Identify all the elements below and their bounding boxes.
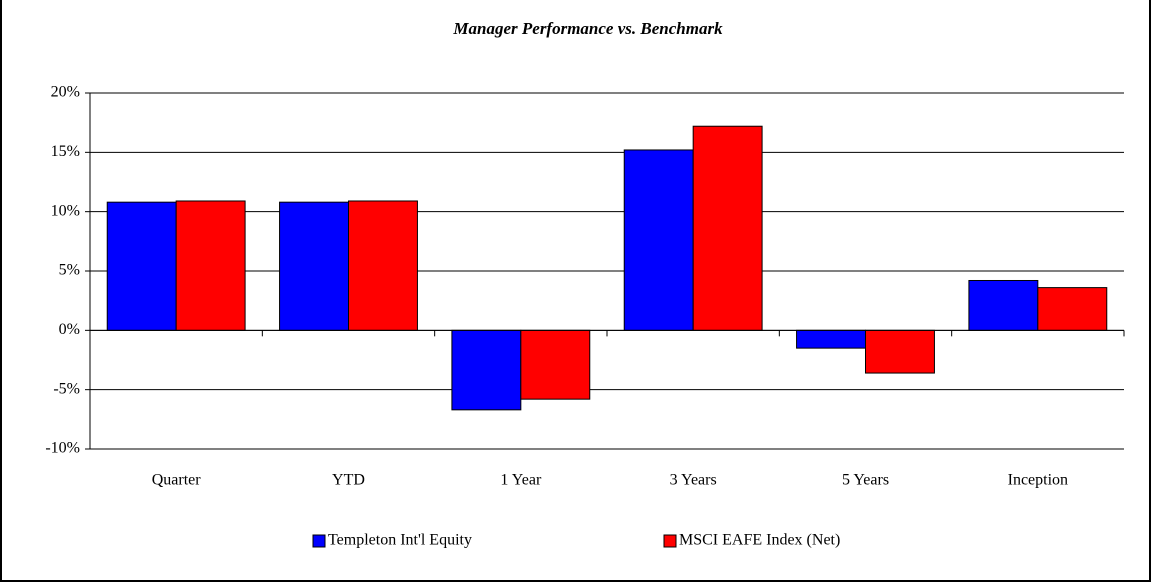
- x-tick-label: 1 Year: [500, 472, 542, 489]
- x-tick-label: 5 Years: [842, 472, 889, 489]
- bar: [796, 329, 866, 349]
- y-tick-label: 10%: [51, 202, 80, 219]
- chart-title: Manager Performance vs. Benchmark: [452, 19, 723, 38]
- y-tick-label: 5%: [59, 262, 80, 279]
- bar: [279, 201, 350, 331]
- y-tick-label: 15%: [51, 143, 80, 160]
- bar: [106, 201, 177, 331]
- legend-swatch: [312, 534, 326, 548]
- bar: [623, 149, 694, 331]
- legend-label: Templeton Int'l Equity: [328, 532, 472, 549]
- y-tick-label: -5%: [53, 380, 80, 397]
- bar: [968, 279, 1039, 331]
- legend-swatch: [663, 534, 677, 548]
- bar: [451, 329, 522, 411]
- x-tick-label: Quarter: [152, 472, 202, 489]
- x-tick-label: 3 Years: [670, 472, 717, 489]
- bar: [348, 200, 418, 331]
- bar: [865, 329, 935, 374]
- bar: [692, 125, 763, 331]
- y-tick-label: 20%: [51, 84, 80, 101]
- bar: [1037, 287, 1108, 331]
- x-tick-label: Inception: [1008, 472, 1068, 489]
- bar: [520, 329, 591, 400]
- x-tick-label: YTD: [332, 472, 365, 489]
- y-tick-label: -10%: [45, 440, 80, 457]
- legend-label: MSCI EAFE Index (Net): [679, 532, 840, 549]
- bar: [175, 200, 246, 331]
- y-tick-label: 0%: [59, 321, 80, 338]
